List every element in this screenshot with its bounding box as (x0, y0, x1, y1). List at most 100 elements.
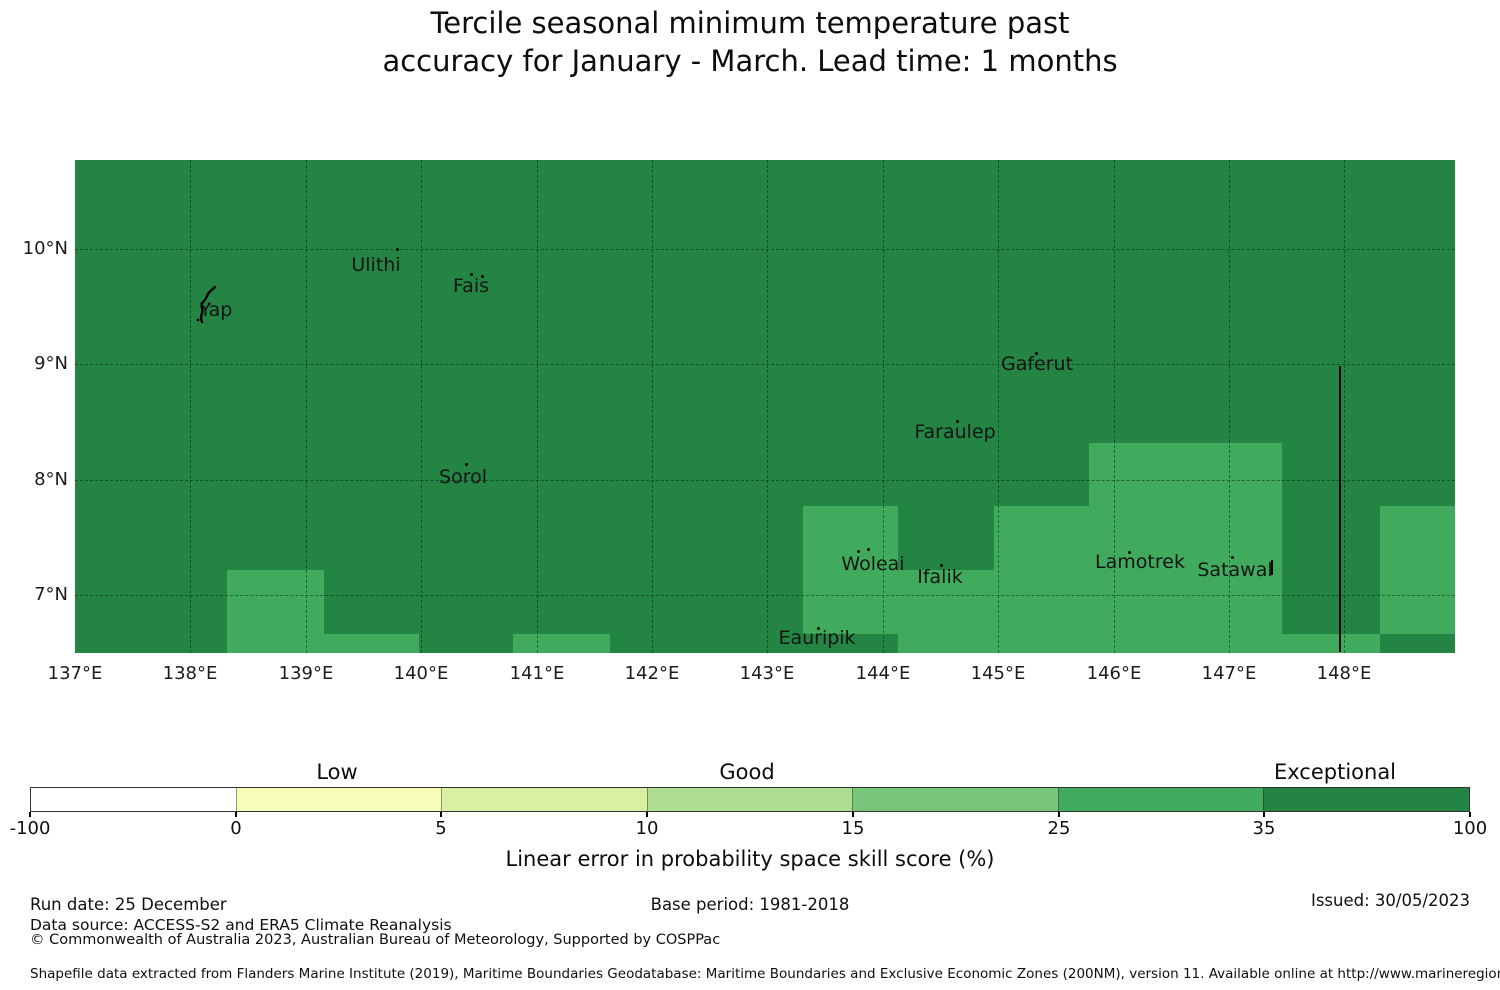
x-tick-label: 145°E (970, 663, 1026, 684)
colorbar-segment-15to25 (852, 788, 1058, 811)
x-tick-label: 140°E (393, 663, 449, 684)
island-label-yap: Yap (199, 299, 233, 321)
base-period-text: Base period: 1981-2018 (650, 895, 850, 914)
island-dot-fais (481, 275, 484, 278)
skill-cell-25-35 (1282, 634, 1380, 653)
colorbar-tick-label: -100 (9, 818, 51, 839)
colorbar-tick-label: 0 (230, 818, 242, 839)
colorbar-tick (646, 812, 648, 817)
island-dot-faraulep (956, 420, 959, 423)
run-date-text: Run date: 25 December (30, 895, 227, 914)
gridline-vertical (1229, 160, 1230, 653)
island-label-sorol: Sorol (439, 466, 487, 488)
island-dot-ifalik (940, 564, 943, 567)
gridline-horizontal (75, 249, 1455, 250)
small-island-marker (1271, 560, 1273, 575)
colorbar-tick (235, 812, 237, 817)
gridline-vertical (767, 160, 768, 653)
colorbar-segment--100to0 (31, 788, 236, 811)
gridline-vertical (306, 160, 307, 653)
x-tick-label: 142°E (624, 663, 680, 684)
colorbar-tick (29, 812, 31, 817)
gridline-vertical (421, 160, 422, 653)
colorbar-tick (1058, 812, 1060, 817)
x-tick-label: 138°E (162, 663, 218, 684)
colorbar-tick-label: 5 (435, 818, 447, 839)
title-line-1: Tercile seasonal minimum temperature pas… (430, 6, 1070, 40)
eez-boundary-line (1339, 366, 1341, 652)
colorbar-tick-label: 10 (635, 818, 659, 839)
colorbar-segment-35to100 (1263, 788, 1470, 811)
x-tick-label: 139°E (278, 663, 334, 684)
y-tick-label: 8°N (34, 469, 68, 490)
colorbar-segment-0to5 (235, 788, 442, 811)
island-dot-woleai (857, 550, 860, 553)
colorbar-tick (1263, 812, 1265, 817)
island-dot-eauripik (817, 627, 820, 630)
y-tick-label: 9°N (34, 353, 68, 374)
page-title: Tercile seasonal minimum temperature pas… (0, 4, 1500, 80)
island-dot-gaferut (1035, 352, 1038, 355)
colorbar-tick-label: 15 (841, 818, 865, 839)
gridline-vertical (998, 160, 999, 653)
colorbar (30, 787, 1470, 812)
gridline-horizontal (75, 595, 1455, 596)
colorbar-tick-label: 25 (1047, 818, 1071, 839)
x-tick-label: 137°E (47, 663, 103, 684)
map-plot: Yap Ulithi Fais Sorol Gaferut Faraulep Woleai I… (75, 160, 1455, 653)
x-tick-label: 141°E (509, 663, 565, 684)
x-tick-label: 146°E (1086, 663, 1142, 684)
island-label-satawal: Satawal (1197, 559, 1273, 581)
skill-cell-25-35 (324, 634, 419, 653)
title-line-2: accuracy for January - March. Lead time:… (382, 44, 1118, 78)
y-tick-label: 7°N (34, 584, 68, 605)
x-tick-label: 147°E (1201, 663, 1257, 684)
island-dot-satawal (1231, 556, 1234, 559)
issued-date-text: Issued: 30/05/2023 (1310, 891, 1470, 910)
data-source-text: Data source: ACCESS-S2 and ERA5 Climate … (30, 916, 452, 934)
x-tick-label: 148°E (1316, 663, 1372, 684)
colorbar-tick-label: 100 (1452, 818, 1488, 839)
gridline-horizontal (75, 364, 1455, 365)
yap-island-shape (196, 285, 217, 324)
colorbar-segment-25to35 (1057, 788, 1264, 811)
skill-cell-25-35 (994, 506, 1089, 653)
copyright-text: © Commonwealth of Australia 2023, Austra… (30, 932, 721, 948)
island-label-ifalik: Ifalik (917, 566, 963, 588)
skill-cell-25-35 (803, 506, 898, 634)
colorbar-tick (1469, 812, 1471, 817)
colorbar-category-low: Low (316, 760, 358, 784)
x-tick-label: 144°E (855, 663, 911, 684)
colorbar-category-good: Good (719, 760, 775, 784)
island-label-ulithi: Ulithi (351, 254, 401, 276)
colorbar-tick (852, 812, 854, 817)
colorbar-segment-5to10 (441, 788, 647, 811)
island-dot-woleai (867, 548, 870, 551)
island-dot-sorol (465, 463, 468, 466)
colorbar-tick (440, 812, 442, 817)
y-tick-label: 10°N (22, 238, 68, 259)
gridline-vertical (883, 160, 884, 653)
island-dot-lamotrek (1128, 551, 1131, 554)
gridline-horizontal (75, 480, 1455, 481)
gridline-vertical (537, 160, 538, 653)
colorbar-axis-label: Linear error in probability space skill … (505, 847, 995, 871)
colorbar-tick-label: 35 (1252, 818, 1276, 839)
skill-cell-25-35 (1089, 443, 1282, 653)
gridline-vertical (1114, 160, 1115, 653)
island-label-faraulep: Faraulep (914, 421, 996, 443)
x-tick-label: 143°E (739, 663, 795, 684)
skill-cell-25-35 (1380, 506, 1455, 634)
gridline-vertical (1344, 160, 1345, 653)
island-label-gaferut: Gaferut (1000, 353, 1074, 375)
colorbar-category-exceptional: Exceptional (1273, 760, 1397, 784)
colorbar-segment-10to15 (646, 788, 853, 811)
island-dot-ulithi (396, 248, 399, 251)
island-label-fais: Fais (452, 275, 490, 297)
skill-cell-25-35 (227, 570, 324, 653)
island-label-lamotrek: Lamotrek (1095, 551, 1185, 573)
skill-cell-25-35 (898, 570, 994, 653)
island-dot-fais (470, 273, 473, 276)
shapefile-note-text: Shapefile data extracted from Flanders M… (30, 966, 1500, 982)
